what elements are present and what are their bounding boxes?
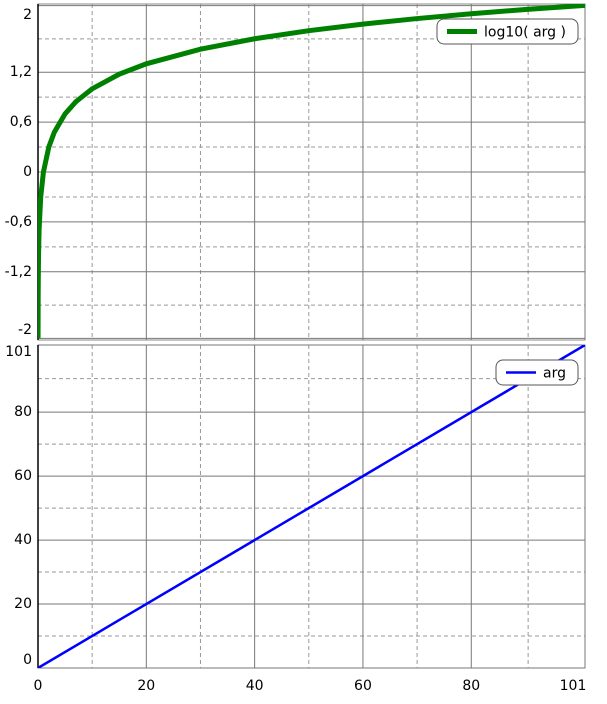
y-tick-label: 2 (23, 7, 32, 23)
legend-label: log10( arg ) (484, 25, 566, 41)
y-tick-label: 0 (23, 652, 32, 668)
legend-label: arg (543, 366, 566, 382)
x-tick-label: 60 (354, 678, 372, 694)
y-tick-label: 101 (5, 344, 32, 360)
y-tick-label: 80 (14, 404, 32, 420)
series-line (38, 4, 585, 339)
y-tick-label: 20 (14, 596, 32, 612)
y-tick-label: 60 (14, 468, 32, 484)
x-tick-label: 101 (560, 678, 587, 694)
y-tick-label: -0,6 (5, 214, 32, 230)
x-tick-label: 40 (246, 678, 264, 694)
x-tick-label: 0 (34, 678, 43, 694)
x-tick-label: 20 (137, 678, 155, 694)
y-tick-label: -2 (18, 322, 32, 338)
y-tick-label: 0,6 (10, 114, 32, 130)
legend-box (495, 359, 579, 386)
y-tick-label: 1,2 (10, 64, 32, 80)
y-tick-label: 0 (23, 164, 32, 180)
legend-box (436, 18, 579, 45)
series-line (38, 345, 585, 668)
y-tick-label: 40 (14, 532, 32, 548)
x-tick-label: 80 (462, 678, 480, 694)
y-tick-label: -1,2 (5, 264, 32, 280)
